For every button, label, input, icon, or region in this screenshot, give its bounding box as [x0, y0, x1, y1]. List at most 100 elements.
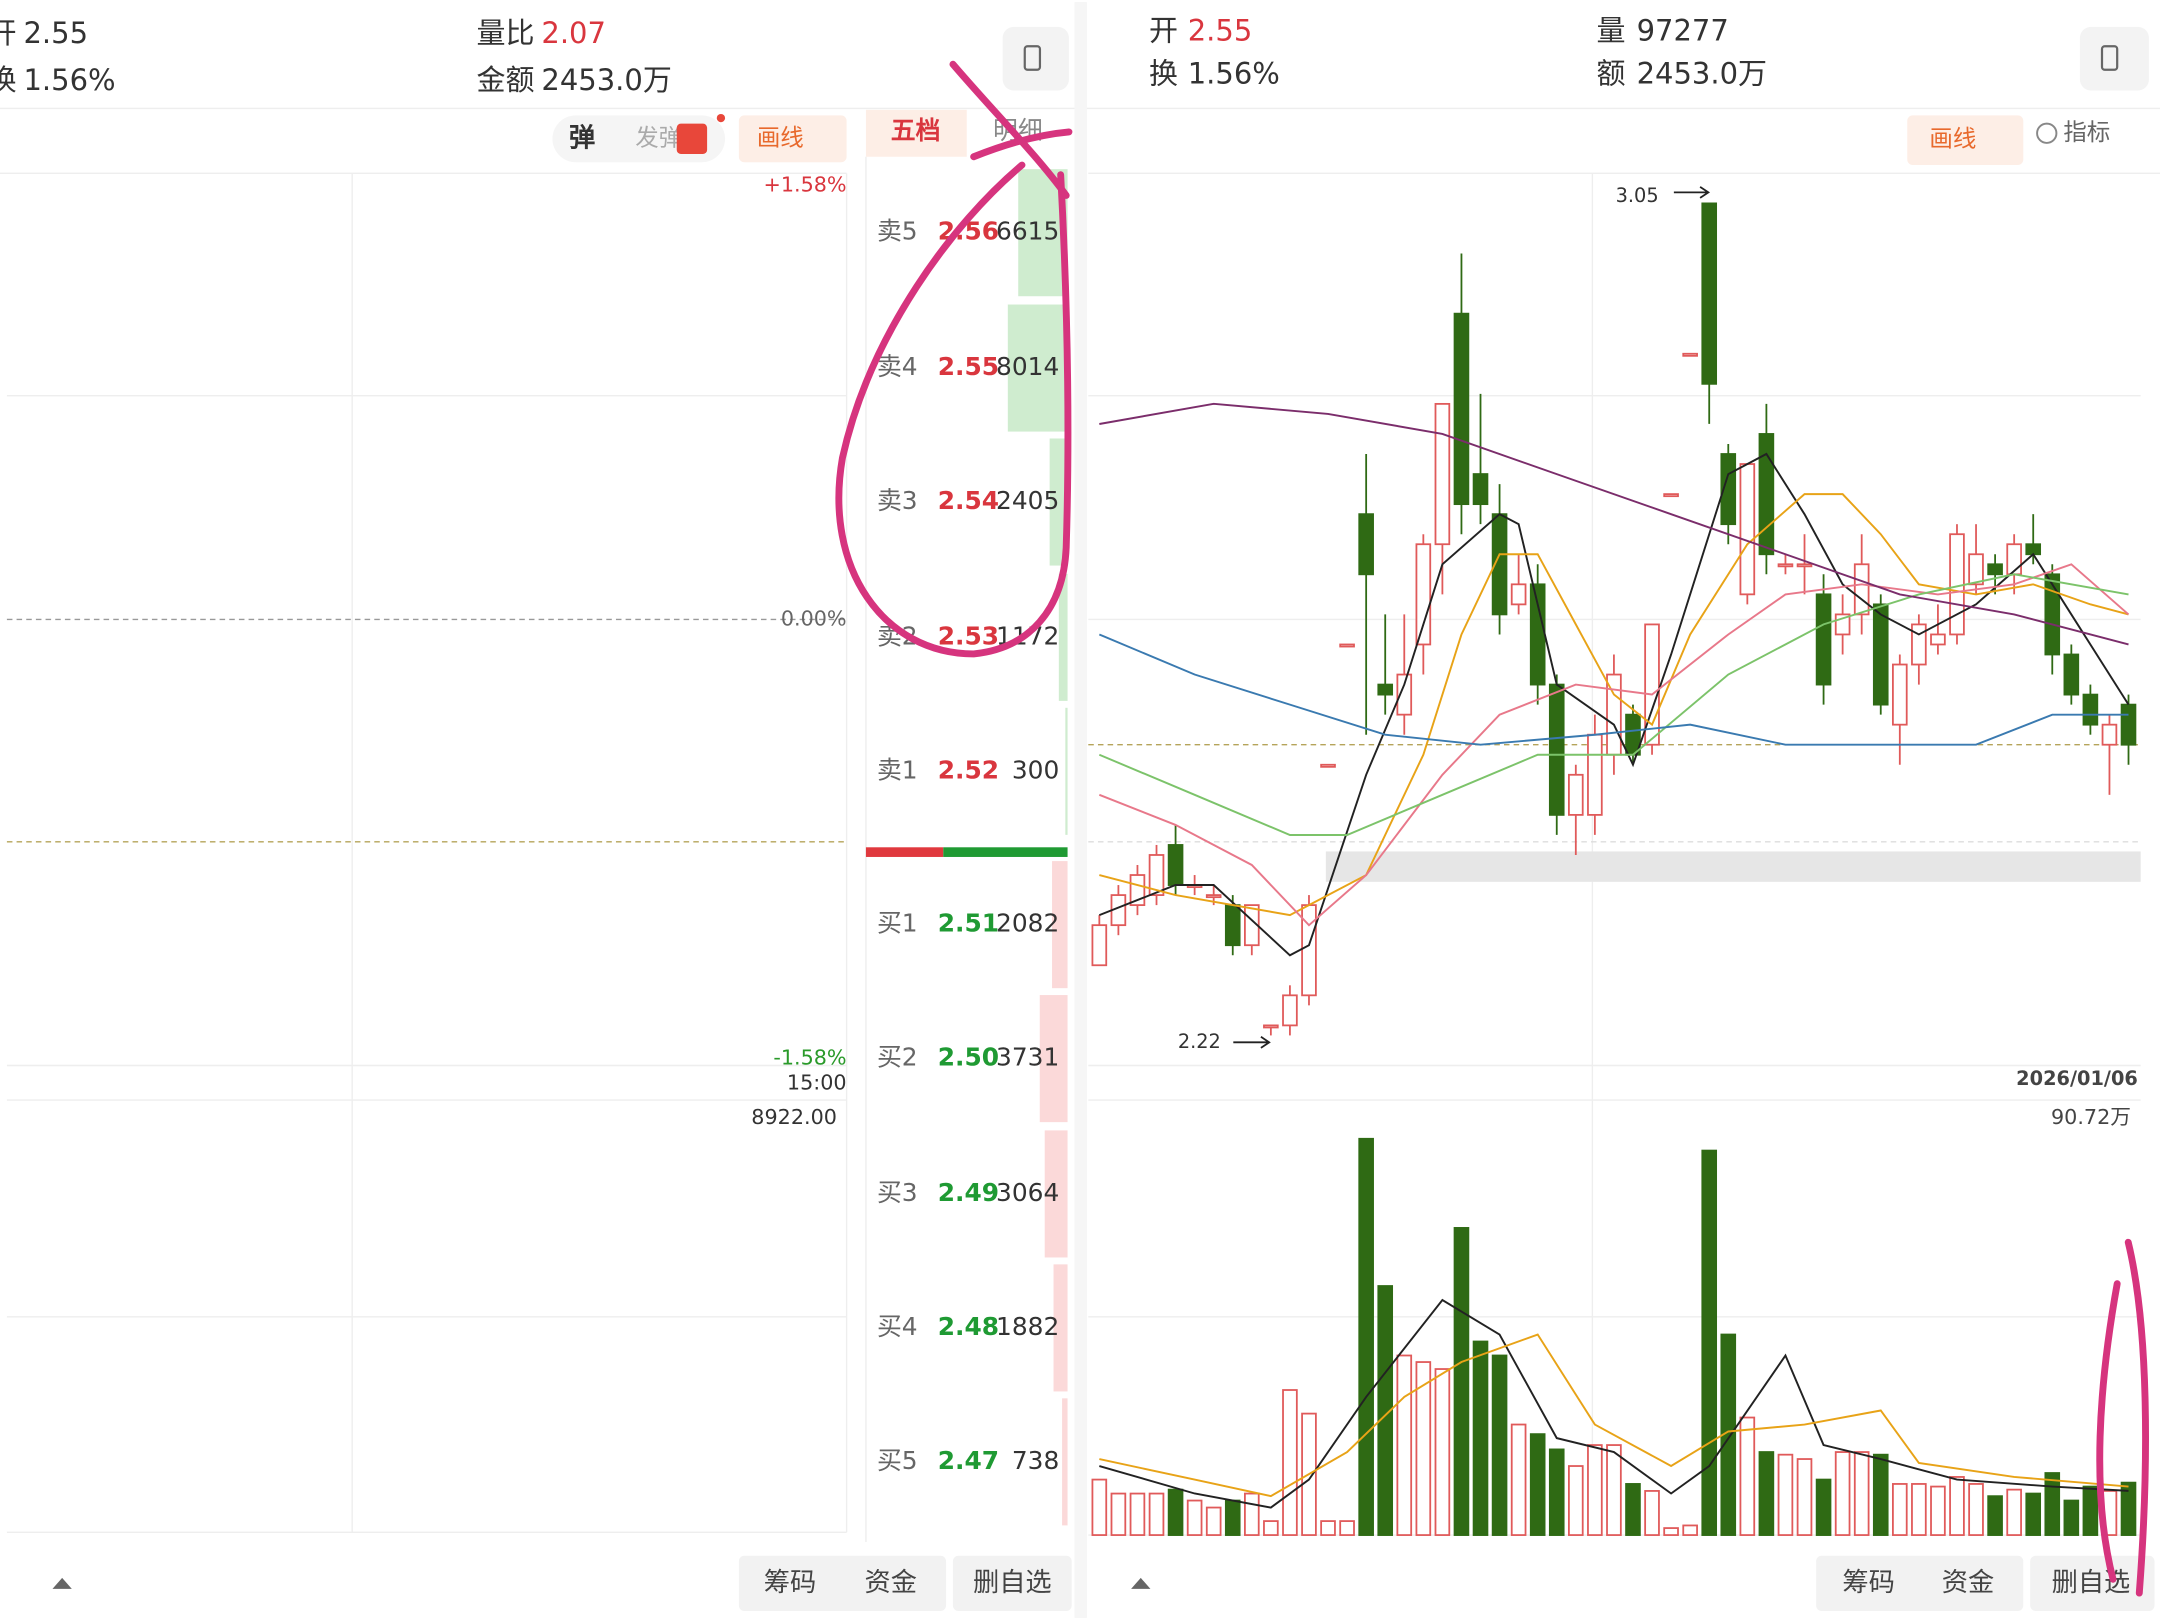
- volume-bar: [1796, 1458, 1813, 1536]
- danmu-toggle[interactable]: 弹: [569, 123, 595, 153]
- hand-cross: [970, 128, 1073, 161]
- candle-body: [2063, 653, 2080, 696]
- volume-max-label: 90.72万: [2051, 1105, 2131, 1129]
- candle-body: [2025, 543, 2042, 556]
- volume-bar: [1186, 1499, 1203, 1536]
- candle-body: [1205, 894, 1222, 899]
- book-volume: 2082: [996, 909, 1059, 938]
- candle-body: [1453, 312, 1470, 506]
- send-danmu[interactable]: 发弹: [635, 123, 682, 151]
- button-group[interactable]: [1816, 1555, 2024, 1612]
- candle-body: [1244, 904, 1260, 947]
- book-label: 买4: [877, 1312, 918, 1341]
- price-band: [1325, 851, 2141, 882]
- draw-label[interactable]: 画线: [757, 123, 804, 151]
- candle-body: [1911, 623, 1927, 666]
- book-volume: 3064: [996, 1178, 1059, 1207]
- turnover-value: 1.56%: [23, 63, 115, 97]
- button[interactable]: [2030, 1555, 2155, 1612]
- volume-bar: [1091, 1478, 1108, 1536]
- min-arrow: [1233, 1036, 1271, 1049]
- book-volume: 6615: [996, 217, 1059, 246]
- depth-bar: [1052, 861, 1068, 989]
- volume-bar: [2044, 1472, 2061, 1536]
- expand-arrow[interactable]: [1131, 1577, 1151, 1589]
- candle-body: [1644, 623, 1660, 746]
- remove-watch-button[interactable]: 删自选: [2052, 1568, 2131, 1598]
- depth-bar: [1007, 304, 1068, 432]
- candle-body: [1739, 463, 1756, 596]
- candle-body: [1529, 583, 1546, 686]
- candle-body: [1396, 673, 1413, 716]
- rotate-button[interactable]: [1002, 26, 1069, 91]
- draw-button[interactable]: [1907, 115, 2024, 166]
- hand-markup: [835, 60, 2149, 1597]
- candle-body: [1892, 663, 1908, 726]
- chips-button[interactable]: 筹码: [1842, 1568, 1894, 1598]
- candle-body: [1815, 593, 1832, 686]
- max-arrow: [1673, 186, 1711, 199]
- candle-body: [1949, 533, 1965, 636]
- indicator-icon: [2036, 122, 2058, 144]
- vol-ratio-value: 2.07: [541, 16, 606, 50]
- funds-button[interactable]: 资金: [865, 1568, 917, 1598]
- book-volume: 1882: [996, 1312, 1059, 1341]
- ma-line: [1098, 452, 2130, 957]
- candle-body: [1167, 844, 1184, 886]
- turnover-label: 换: [0, 63, 17, 97]
- rotate-icon: [2100, 45, 2119, 71]
- book-volume: 8014: [996, 352, 1059, 381]
- volume-bar: [1777, 1453, 1794, 1536]
- open-label: 开: [0, 16, 17, 50]
- volume-bar: [1872, 1453, 1889, 1536]
- button[interactable]: [952, 1555, 1072, 1612]
- vol-ratio-label: 量比: [476, 16, 534, 50]
- sell-ratio: [943, 847, 1068, 857]
- button-group[interactable]: [738, 1555, 947, 1612]
- chips-button[interactable]: 筹码: [764, 1568, 816, 1598]
- volume-bar: [1587, 1444, 1603, 1536]
- gift-icon: [676, 123, 708, 154]
- hand-stroke: [2124, 1238, 2149, 1597]
- amount-value: 2453.0万: [541, 63, 671, 97]
- rotate-button[interactable]: [2079, 26, 2149, 91]
- book-price: 2.49: [938, 1178, 999, 1207]
- candle-body: [2120, 703, 2137, 746]
- draw-button[interactable]: [738, 115, 847, 163]
- volume-bar: [1167, 1488, 1184, 1536]
- volume-bar: [1510, 1423, 1527, 1536]
- amount-label: 额: [1597, 56, 1626, 90]
- volume-bar: [1968, 1483, 1984, 1536]
- draw-label[interactable]: 画线: [1929, 125, 1976, 153]
- tab-book-label[interactable]: 五档: [891, 116, 941, 145]
- tab-book[interactable]: [865, 109, 967, 157]
- date-label: 2026/01/06: [2016, 1067, 2138, 1090]
- indicator-label[interactable]: 指标: [2063, 118, 2110, 146]
- remove-watch-button[interactable]: 删自选: [973, 1568, 1052, 1598]
- ma-line: [1099, 1333, 2129, 1498]
- volume-value: 97277: [1637, 13, 1729, 47]
- book-label: 买3: [877, 1178, 918, 1207]
- open-label: 开: [1149, 13, 1178, 47]
- volume-bar: [1758, 1451, 1775, 1536]
- volume-bar: [1491, 1354, 1508, 1536]
- candle-body: [1472, 473, 1489, 506]
- ma-line: [1099, 402, 2129, 646]
- candle-body: [1872, 603, 1889, 706]
- amount-value: 2453.0万: [1637, 56, 1767, 90]
- volume-bar: [1282, 1389, 1298, 1536]
- volume-bar: [2025, 1492, 2042, 1536]
- funds-button[interactable]: 资金: [1942, 1568, 1994, 1598]
- volume-bar: [1339, 1520, 1355, 1536]
- expand-arrow[interactable]: [52, 1577, 72, 1589]
- open-value: 2.55: [23, 16, 88, 50]
- volume-bar: [1949, 1476, 1965, 1536]
- volume-bar: [1415, 1361, 1432, 1536]
- book-price: 2.50: [938, 1043, 999, 1072]
- candle-body: [1129, 874, 1146, 907]
- depth-bar: [1049, 438, 1068, 566]
- turnover-label: 换: [1149, 56, 1178, 90]
- volume-bar: [2120, 1481, 2137, 1536]
- book-label: 卖4: [877, 352, 918, 381]
- volume-bar: [1644, 1490, 1660, 1536]
